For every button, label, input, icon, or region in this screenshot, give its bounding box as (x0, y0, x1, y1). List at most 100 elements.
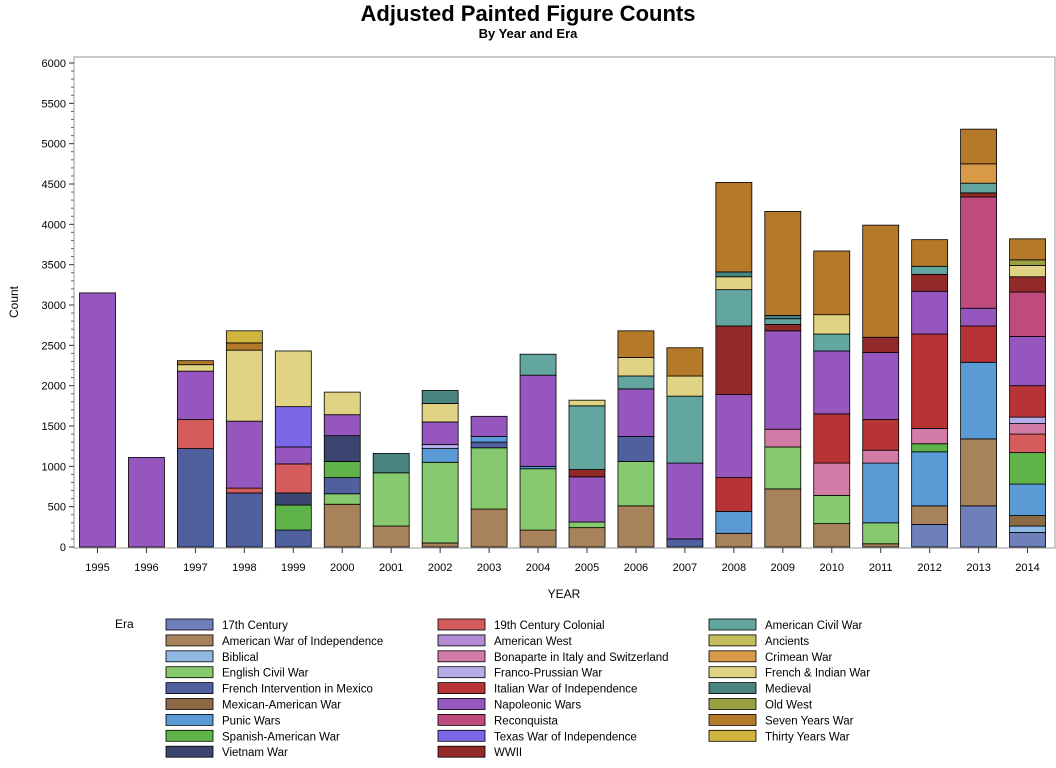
x-tick-label: 1998 (232, 562, 256, 574)
y-tick-label: 5000 (42, 139, 66, 151)
legend-label: Bonaparte in Italy and Switzerland (494, 652, 669, 664)
legend-label: American West (494, 636, 573, 648)
bar-segment (568, 521, 606, 529)
legend-label: Seven Years War (765, 715, 854, 727)
bar-segment (568, 399, 606, 407)
legend-title: Era (115, 617, 134, 631)
bar-segment (911, 273, 949, 292)
bar-segment (323, 493, 361, 505)
bar-segment (323, 414, 361, 437)
legend-swatch (708, 698, 757, 710)
bar-segment (1009, 433, 1046, 454)
bar-segment (617, 461, 655, 507)
y-tick-label: 3500 (42, 260, 66, 272)
x-tick-label: 2009 (771, 562, 795, 574)
bar-segment (421, 403, 459, 423)
bar-segment (274, 504, 312, 531)
legend-label: WWII (494, 747, 522, 759)
bar-segment (470, 441, 508, 449)
bar-segment (911, 265, 949, 275)
legend-swatch (437, 650, 486, 663)
bar-segment (176, 364, 214, 372)
legend-label: English Civil War (222, 668, 309, 680)
x-tick-label: 2002 (428, 562, 452, 574)
legend-label: 19th Century Colonial (494, 620, 605, 632)
bar-segment (1009, 515, 1046, 527)
bar-segment (960, 361, 997, 440)
plot-frame (73, 56, 1056, 549)
x-tick-label: 2007 (673, 562, 697, 574)
bar-segment (666, 538, 704, 548)
y-axis: 0 500 1000 1500 2000 2500 3000 3500 4000 4500 5000… (42, 58, 74, 554)
legend-label: Ancients (765, 636, 809, 648)
bar-segment (470, 447, 508, 510)
x-tick-label: 2000 (330, 562, 354, 574)
legend-swatch (708, 666, 757, 679)
bar-segment (764, 330, 802, 430)
bar-segment (274, 350, 312, 408)
bar-segment (421, 390, 459, 404)
bar-segment (764, 323, 802, 332)
x-tick-label: 2004 (526, 562, 550, 574)
bar-segment (176, 360, 214, 366)
x-tick-label: 2014 (1015, 562, 1039, 574)
bar-segment (911, 524, 949, 548)
legend-swatch (165, 666, 214, 679)
x-tick-label: 1999 (281, 562, 305, 574)
bar-segment (617, 388, 655, 437)
bar-segment (862, 336, 900, 353)
x-tick-label: 2003 (477, 562, 501, 574)
legend-label: 17th Century (222, 620, 288, 632)
bar-segment (372, 525, 410, 548)
chart-subtitle: By Year and Era (479, 26, 579, 41)
legend-swatch (165, 729, 214, 742)
bar-segment (372, 472, 410, 527)
bar-segment (568, 476, 606, 523)
legend-swatch (165, 634, 214, 647)
bar-segment (1009, 265, 1046, 278)
legend-label: Thirty Years War (765, 731, 850, 743)
bar-segment (960, 192, 997, 198)
bar-segment (911, 239, 949, 267)
y-tick-label: 4000 (42, 219, 66, 231)
y-tick-label: 1000 (42, 461, 66, 473)
bar-segment (960, 505, 997, 548)
legend-label: American Civil War (765, 620, 863, 632)
bar-segment (715, 271, 753, 278)
bar-segment (813, 350, 851, 415)
legend-swatch (165, 650, 214, 663)
x-tick-label: 1996 (134, 562, 158, 574)
bar-segment (519, 468, 557, 531)
bar-segment (911, 290, 949, 335)
bar-segment (225, 492, 263, 548)
bar-segment (568, 527, 606, 548)
legend-swatch (437, 682, 486, 694)
bar-segment (715, 394, 753, 479)
bar-segment (666, 375, 704, 397)
legend-label: Mexican-American War (222, 700, 341, 712)
bar-segment (911, 333, 949, 429)
legend-swatch (708, 729, 757, 742)
bar-segment (274, 463, 312, 494)
y-tick-label: 2000 (42, 381, 66, 393)
legend-label: Spanish-American War (222, 731, 340, 743)
bar-segment (617, 505, 655, 548)
bar-segment (960, 438, 997, 507)
bar-segment (617, 375, 655, 390)
bar-segment (813, 250, 851, 316)
bar-segment (225, 330, 263, 344)
x-tick-label: 2011 (869, 562, 893, 574)
bar-segment (715, 325, 753, 395)
legend-swatch (708, 650, 757, 663)
legend-swatch (437, 729, 486, 742)
bar-segment (225, 420, 263, 489)
bar-segment (911, 443, 949, 453)
bar-segment (1009, 483, 1046, 516)
bar-segment (764, 318, 802, 325)
bar-segment (323, 503, 361, 548)
bar-segment (715, 477, 753, 512)
legend-label: Biblical (222, 652, 258, 664)
bar-segment (274, 529, 312, 548)
bar-segment (225, 349, 263, 422)
